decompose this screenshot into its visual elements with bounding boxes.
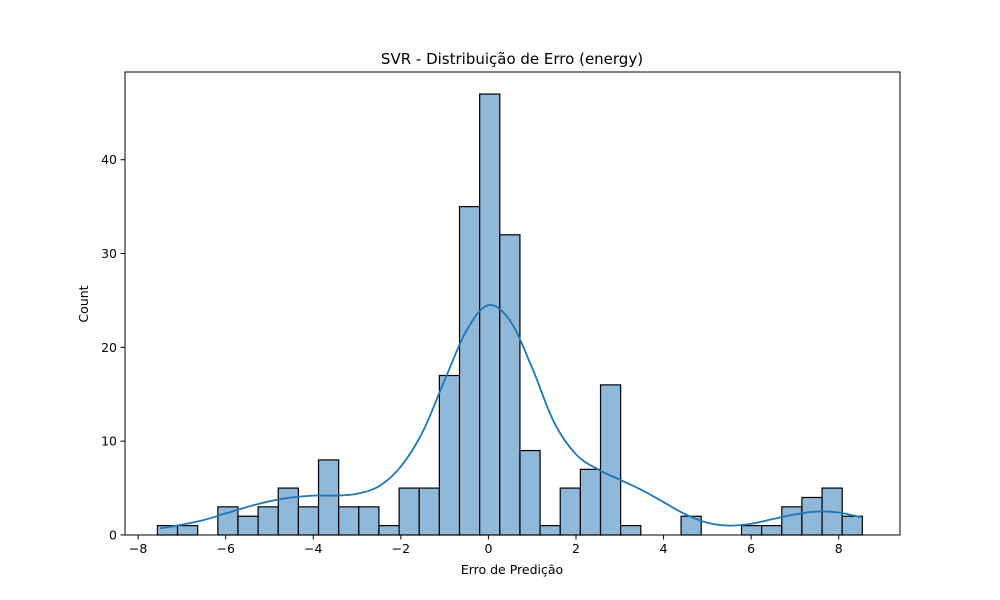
y-tick-label: 40 [101,152,117,167]
histogram-bar [519,449,541,536]
histogram-bar [418,487,440,536]
y-tick-label: 0 [109,528,117,543]
x-tick-label: −4 [304,541,322,556]
histogram-bar [499,234,521,536]
x-tick-label: 2 [572,541,580,556]
histogram-bar [297,506,320,536]
y-tick-label: 20 [101,340,117,355]
x-tick-label: 6 [747,541,755,556]
y-axis-label: Count [76,285,91,322]
histogram-bar [599,384,622,536]
histogram-bar [559,487,581,536]
histogram-bar [740,525,763,536]
histogram-bar [761,525,783,536]
histogram-bar [579,468,602,536]
kde-group [159,304,861,530]
histogram-bar [539,525,561,536]
y-tick-label: 30 [101,246,117,261]
bars-group [156,93,863,536]
x-tick-label: 0 [484,541,492,556]
kde-line [159,304,861,530]
x-tick-label: −6 [216,541,234,556]
x-axis-label: Erro de Predição [461,562,563,577]
histogram-bar [398,487,420,536]
histogram-bar [801,496,823,536]
histogram-bar [338,506,360,536]
histogram-bar [841,515,863,536]
histogram-bar [176,525,199,536]
x-tick-label: 8 [835,541,843,556]
chart-title: SVR - Distribuição de Erro (energy) [381,50,643,68]
histogram-bar [257,506,279,536]
histogram-bar [781,506,803,536]
y-axis: 0 10 20 30 40 [101,152,125,543]
histogram-bar [358,506,380,536]
y-tick-label: 10 [101,434,117,449]
histogram-bar [277,487,299,536]
x-tick-label: −8 [129,541,147,556]
histogram-bar [438,374,461,536]
histogram-bar [317,459,340,536]
x-tick-label: 4 [660,541,668,556]
histogram-bar [378,525,400,536]
x-tick-label: −2 [392,541,410,556]
histogram-bar [237,515,259,536]
x-axis: −8 −6 −4 −2 0 2 4 6 8 [129,535,843,556]
histogram-bar [479,93,501,536]
plot-frame [124,71,901,536]
histogram-bar [458,206,481,536]
histogram-bar [620,525,642,536]
